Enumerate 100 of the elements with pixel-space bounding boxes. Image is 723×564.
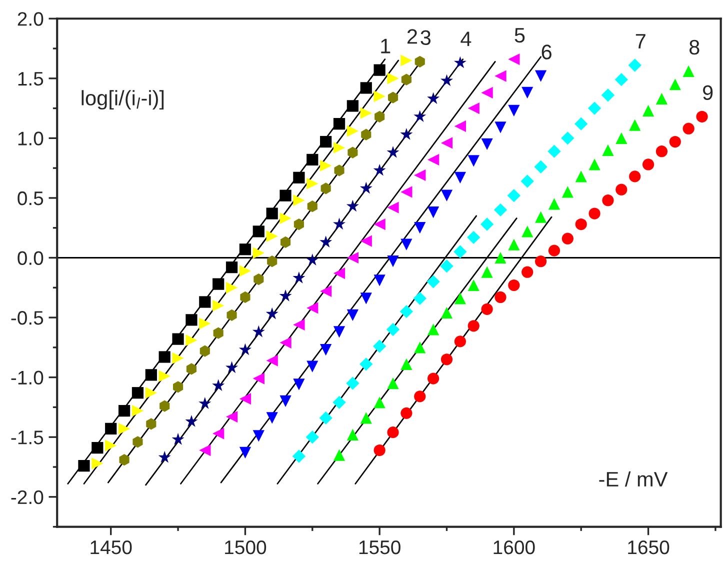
point — [481, 266, 493, 278]
series-label: 7 — [636, 34, 646, 48]
point — [226, 262, 238, 274]
point — [629, 119, 641, 131]
point — [682, 122, 694, 134]
point — [400, 358, 412, 370]
y-tick-label: -0.5 — [11, 311, 44, 325]
point — [401, 74, 412, 86]
point — [173, 381, 184, 393]
point — [508, 104, 520, 116]
point — [494, 203, 508, 217]
point — [333, 267, 346, 280]
point — [494, 122, 506, 134]
point — [132, 404, 144, 417]
point — [199, 296, 211, 308]
point — [160, 400, 170, 412]
point — [212, 379, 225, 392]
point — [454, 56, 466, 68]
point — [346, 100, 359, 112]
point — [534, 211, 547, 223]
point — [522, 86, 534, 99]
point — [468, 320, 480, 332]
point — [306, 302, 318, 314]
point — [575, 170, 587, 182]
point — [361, 128, 372, 140]
point — [374, 274, 386, 286]
point — [118, 422, 130, 435]
point — [238, 343, 252, 356]
point — [373, 164, 386, 176]
y-tick-label: 0.5 — [18, 191, 44, 206]
point — [440, 74, 454, 86]
point — [346, 125, 359, 137]
point — [105, 440, 117, 452]
series-label: 5 — [514, 28, 525, 43]
point — [440, 354, 453, 366]
point — [616, 132, 628, 144]
point — [186, 363, 197, 375]
y-tick-label: 2.0 — [18, 12, 44, 26]
point — [212, 428, 224, 440]
point — [145, 369, 157, 381]
point — [428, 372, 440, 384]
point — [374, 64, 386, 76]
point — [333, 118, 346, 130]
point — [494, 252, 506, 264]
point — [507, 188, 521, 202]
point — [199, 444, 211, 456]
point — [481, 138, 493, 150]
point — [252, 247, 264, 259]
point — [387, 72, 399, 84]
point — [428, 206, 440, 218]
series-label: 1 — [381, 38, 390, 54]
y-tick-label: -2.0 — [11, 490, 44, 504]
point — [468, 279, 480, 292]
x-tick-label: 1500 — [225, 540, 266, 554]
point — [320, 236, 332, 248]
series-label: 2 — [407, 29, 417, 44]
point — [360, 412, 372, 424]
point — [360, 182, 372, 194]
point — [481, 303, 493, 315]
point — [428, 324, 440, 336]
point — [656, 146, 668, 158]
point — [387, 377, 399, 390]
point — [346, 309, 359, 321]
point — [332, 396, 346, 410]
point — [440, 306, 453, 319]
point — [548, 244, 560, 256]
point — [440, 260, 454, 273]
point — [307, 200, 318, 212]
point — [158, 370, 170, 382]
point — [387, 202, 399, 214]
point — [280, 395, 292, 408]
point — [387, 256, 399, 268]
point — [293, 194, 305, 206]
point — [575, 218, 587, 230]
point — [588, 158, 600, 170]
y-tick-label: -1.0 — [11, 370, 44, 385]
point — [333, 449, 346, 461]
point — [306, 254, 319, 266]
point — [386, 146, 400, 158]
point — [480, 218, 494, 231]
point — [534, 160, 548, 174]
point — [562, 232, 574, 244]
point — [346, 200, 359, 212]
x-axis-title: -E / mV — [599, 471, 668, 487]
point — [682, 65, 694, 78]
point — [266, 307, 278, 320]
point — [414, 169, 426, 182]
point — [508, 238, 520, 250]
point — [92, 442, 104, 454]
point — [454, 292, 466, 304]
point — [239, 244, 252, 256]
point — [494, 70, 506, 82]
point — [212, 300, 224, 312]
series-label: 8 — [689, 40, 700, 55]
point — [508, 53, 520, 66]
point — [548, 144, 561, 158]
point — [266, 412, 278, 424]
point — [360, 235, 372, 247]
point — [454, 336, 466, 348]
point — [158, 450, 171, 463]
